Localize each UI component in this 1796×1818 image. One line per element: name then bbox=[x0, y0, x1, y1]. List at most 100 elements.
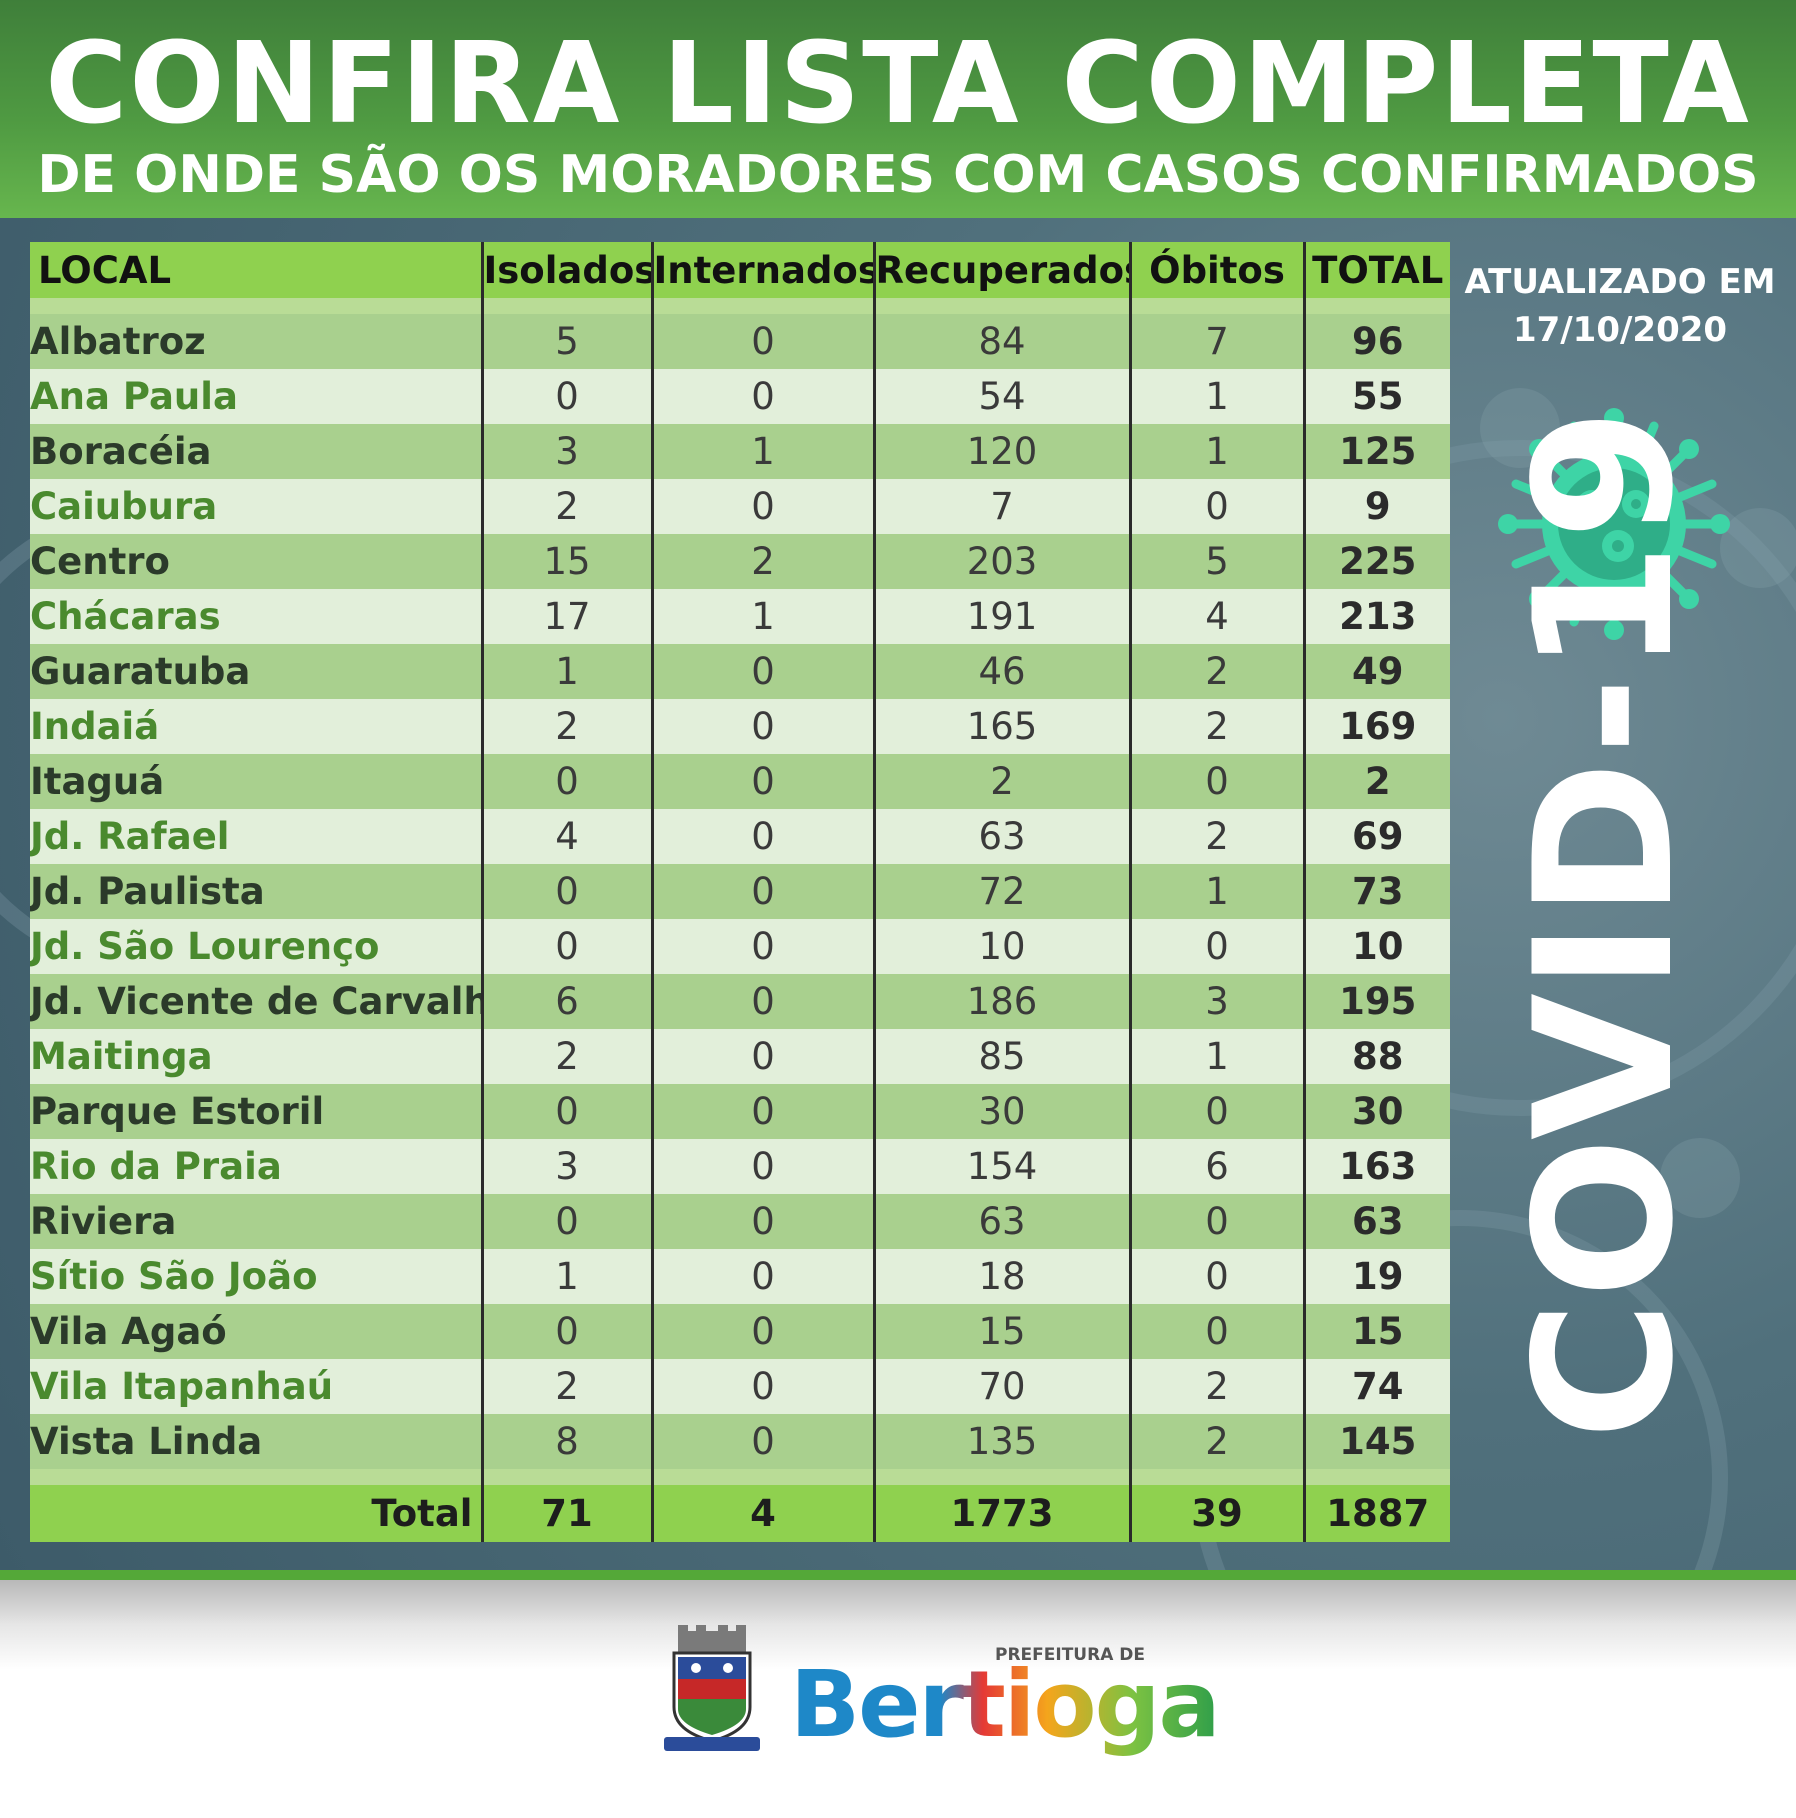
table-spacer bbox=[30, 298, 1450, 314]
cell-total: 49 bbox=[1302, 644, 1450, 699]
cell-isolados: 0 bbox=[480, 919, 652, 974]
cell-total: 10 bbox=[1302, 919, 1450, 974]
cell-recuperados: 54 bbox=[872, 369, 1130, 424]
cell-recuperados: 63 bbox=[872, 809, 1130, 864]
cell-isolados: 8 bbox=[480, 1414, 652, 1469]
table-row: Vista Linda 8 0 135 2 145 bbox=[30, 1414, 1450, 1469]
cell-recuperados: 63 bbox=[872, 1194, 1130, 1249]
table-row: Itaguá 0 0 2 0 2 bbox=[30, 754, 1450, 809]
cell-internados: 0 bbox=[650, 1249, 874, 1304]
cell-internados: 0 bbox=[650, 1084, 874, 1139]
table-row: Riviera 0 0 63 0 63 bbox=[30, 1194, 1450, 1249]
divider-line bbox=[0, 1570, 1796, 1580]
cell-obitos: 2 bbox=[1128, 699, 1304, 754]
cell-internados: 0 bbox=[650, 1139, 874, 1194]
cell-isolados: 17 bbox=[480, 589, 652, 644]
cell-obitos: 7 bbox=[1128, 314, 1304, 369]
cell-local: Maitinga bbox=[30, 1029, 482, 1084]
cell-total: 225 bbox=[1302, 534, 1450, 589]
header-total: TOTAL bbox=[1302, 242, 1450, 298]
table-row: Guaratuba 1 0 46 2 49 bbox=[30, 644, 1450, 699]
cell-isolados: 3 bbox=[480, 424, 652, 479]
cell-isolados: 0 bbox=[480, 754, 652, 809]
cell-local: Rio da Praia bbox=[30, 1139, 482, 1194]
coat-of-arms-icon bbox=[664, 1625, 760, 1751]
cell-isolados: 0 bbox=[480, 1194, 652, 1249]
cell-local: Sítio São João bbox=[30, 1249, 482, 1304]
cell-internados: 0 bbox=[650, 974, 874, 1029]
cell-internados: 0 bbox=[650, 644, 874, 699]
totals-label: Total bbox=[30, 1485, 482, 1542]
cell-total: 30 bbox=[1302, 1084, 1450, 1139]
cell-recuperados: 2 bbox=[872, 754, 1130, 809]
cell-recuperados: 7 bbox=[872, 479, 1130, 534]
cell-internados: 0 bbox=[650, 369, 874, 424]
cell-local: Jd. São Lourenço bbox=[30, 919, 482, 974]
cell-recuperados: 203 bbox=[872, 534, 1130, 589]
table-row: Maitinga 2 0 85 1 88 bbox=[30, 1029, 1450, 1084]
cell-internados: 0 bbox=[650, 1414, 874, 1469]
table-row: Caiubura 2 0 7 0 9 bbox=[30, 479, 1450, 534]
header-internados: Internados bbox=[650, 242, 874, 298]
cell-isolados: 0 bbox=[480, 864, 652, 919]
brand-logo: Bertioga bbox=[790, 1655, 1221, 1755]
cell-internados: 0 bbox=[650, 1304, 874, 1359]
cell-obitos: 4 bbox=[1128, 589, 1304, 644]
cell-isolados: 0 bbox=[480, 369, 652, 424]
cell-total: 96 bbox=[1302, 314, 1450, 369]
page-subtitle: DE ONDE SÃO OS MORADORES COM CASOS CONFI… bbox=[37, 145, 1759, 205]
cell-total: 2 bbox=[1302, 754, 1450, 809]
cell-internados: 0 bbox=[650, 1029, 874, 1084]
cell-isolados: 4 bbox=[480, 809, 652, 864]
table-row: Boracéia 3 1 120 1 125 bbox=[30, 424, 1450, 479]
cell-internados: 1 bbox=[650, 589, 874, 644]
cell-internados: 0 bbox=[650, 919, 874, 974]
cell-internados: 0 bbox=[650, 699, 874, 754]
cell-isolados: 0 bbox=[480, 1304, 652, 1359]
cell-isolados: 1 bbox=[480, 1249, 652, 1304]
cell-local: Caiubura bbox=[30, 479, 482, 534]
cell-obitos: 6 bbox=[1128, 1139, 1304, 1194]
virus-icon bbox=[1498, 408, 1730, 640]
cell-obitos: 2 bbox=[1128, 644, 1304, 699]
brand-name: Bertioga bbox=[790, 1651, 1221, 1758]
cell-total: 145 bbox=[1302, 1414, 1450, 1469]
cell-total: 69 bbox=[1302, 809, 1450, 864]
table-row: Rio da Praia 3 0 154 6 163 bbox=[30, 1139, 1450, 1194]
cell-recuperados: 72 bbox=[872, 864, 1130, 919]
cell-isolados: 5 bbox=[480, 314, 652, 369]
table-row: Jd. Paulista 0 0 72 1 73 bbox=[30, 864, 1450, 919]
total-total: 1887 bbox=[1302, 1485, 1450, 1542]
cell-local: Guaratuba bbox=[30, 644, 482, 699]
cell-obitos: 1 bbox=[1128, 1029, 1304, 1084]
cell-obitos: 2 bbox=[1128, 809, 1304, 864]
page-title: CONFIRA LISTA COMPLETA bbox=[45, 19, 1751, 149]
cell-obitos: 0 bbox=[1128, 1084, 1304, 1139]
cell-total: 9 bbox=[1302, 479, 1450, 534]
total-obitos: 39 bbox=[1128, 1485, 1304, 1542]
cell-recuperados: 46 bbox=[872, 644, 1130, 699]
cell-local: Vista Linda bbox=[30, 1414, 482, 1469]
total-isolados: 71 bbox=[480, 1485, 652, 1542]
cell-isolados: 2 bbox=[480, 699, 652, 754]
cell-isolados: 2 bbox=[480, 1359, 652, 1414]
cell-local: Parque Estoril bbox=[30, 1084, 482, 1139]
cell-obitos: 2 bbox=[1128, 1359, 1304, 1414]
cell-obitos: 1 bbox=[1128, 424, 1304, 479]
total-recuperados: 1773 bbox=[872, 1485, 1130, 1542]
cell-recuperados: 135 bbox=[872, 1414, 1130, 1469]
cell-total: 15 bbox=[1302, 1304, 1450, 1359]
cell-total: 195 bbox=[1302, 974, 1450, 1029]
table-row: Jd. São Lourenço 0 0 10 0 10 bbox=[30, 919, 1450, 974]
total-internados: 4 bbox=[650, 1485, 874, 1542]
footer-logos: PREFEITURA DE Bertioga bbox=[660, 1625, 1221, 1755]
cell-recuperados: 85 bbox=[872, 1029, 1130, 1084]
header-local: LOCAL bbox=[30, 242, 482, 298]
cell-total: 63 bbox=[1302, 1194, 1450, 1249]
header-obitos: Óbitos bbox=[1128, 242, 1304, 298]
cell-internados: 0 bbox=[650, 864, 874, 919]
cell-isolados: 1 bbox=[480, 644, 652, 699]
cell-local: Boracéia bbox=[30, 424, 482, 479]
cell-obitos: 0 bbox=[1128, 479, 1304, 534]
brand-prefix: PREFEITURA DE bbox=[995, 1645, 1145, 1665]
